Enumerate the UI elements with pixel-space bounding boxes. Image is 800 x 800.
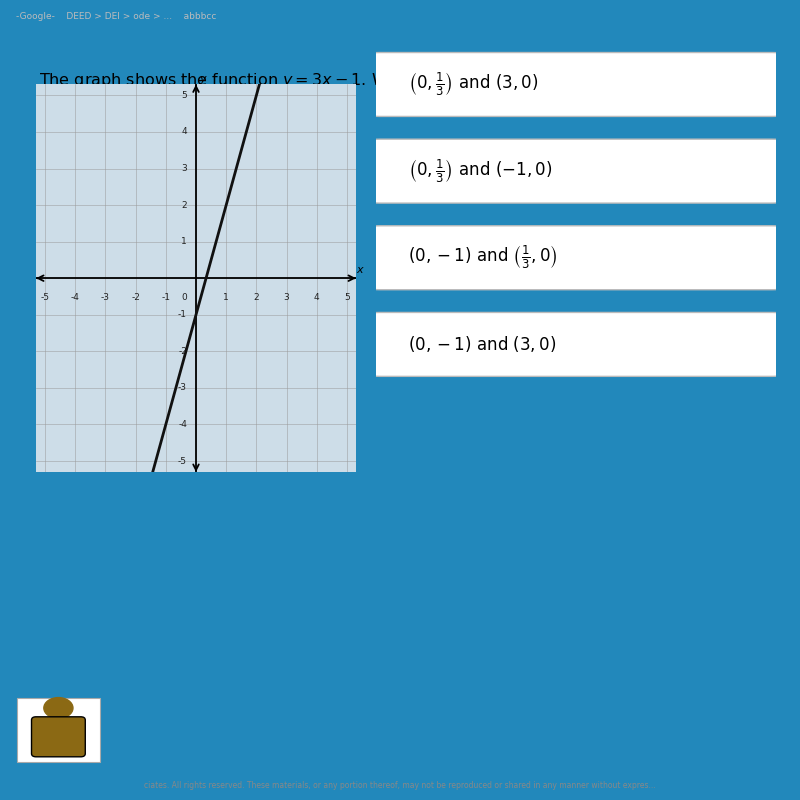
Text: -3: -3 xyxy=(178,383,187,392)
Text: ciates. All rights reserved. These materials, or any portion thereof, may not be: ciates. All rights reserved. These mater… xyxy=(144,782,656,790)
Text: 4: 4 xyxy=(314,293,319,302)
Text: 4: 4 xyxy=(182,127,187,137)
Text: $(0, -1)$ and $\left(\frac{1}{3}, 0\right)$: $(0, -1)$ and $\left(\frac{1}{3}, 0\righ… xyxy=(408,244,558,271)
Text: -3: -3 xyxy=(101,293,110,302)
Text: $(0, -1)$ and $(3, 0)$: $(0, -1)$ and $(3, 0)$ xyxy=(408,334,556,354)
FancyBboxPatch shape xyxy=(372,53,780,117)
Text: -2: -2 xyxy=(131,293,140,302)
Text: 1: 1 xyxy=(181,237,187,246)
FancyBboxPatch shape xyxy=(372,139,780,203)
Text: -1: -1 xyxy=(178,310,187,319)
Text: x: x xyxy=(357,265,363,274)
FancyBboxPatch shape xyxy=(31,717,86,757)
Text: -4: -4 xyxy=(71,293,80,302)
Text: 3: 3 xyxy=(284,293,290,302)
Text: y: y xyxy=(199,74,206,84)
Text: -2: -2 xyxy=(178,347,187,356)
Text: 0: 0 xyxy=(181,293,187,302)
Text: 2: 2 xyxy=(254,293,259,302)
FancyBboxPatch shape xyxy=(17,698,100,762)
Text: -Google-    DEED > DEI > ode > ...    abbbcc: -Google- DEED > DEI > ode > ... abbbcc xyxy=(16,12,216,21)
Text: -1: -1 xyxy=(162,293,170,302)
Circle shape xyxy=(44,698,73,718)
Text: 5: 5 xyxy=(344,293,350,302)
Text: The graph shows the function $y = 3x - 1$. What are the coordinates of the inter: The graph shows the function $y = 3x - 1… xyxy=(39,70,722,90)
Text: $\left(0, \frac{1}{3}\right)$ and $(3, 0)$: $\left(0, \frac{1}{3}\right)$ and $(3, 0… xyxy=(408,70,538,98)
Text: -4: -4 xyxy=(178,420,187,429)
Text: -5: -5 xyxy=(41,293,50,302)
Text: 3: 3 xyxy=(181,164,187,173)
Text: $\left(0, \frac{1}{3}\right)$ and $(-1, 0)$: $\left(0, \frac{1}{3}\right)$ and $(-1, … xyxy=(408,158,552,185)
Text: 5: 5 xyxy=(181,91,187,100)
Text: 2: 2 xyxy=(182,201,187,210)
FancyBboxPatch shape xyxy=(372,313,780,376)
FancyBboxPatch shape xyxy=(372,226,780,290)
Text: 1: 1 xyxy=(223,293,229,302)
Text: -5: -5 xyxy=(178,457,187,466)
